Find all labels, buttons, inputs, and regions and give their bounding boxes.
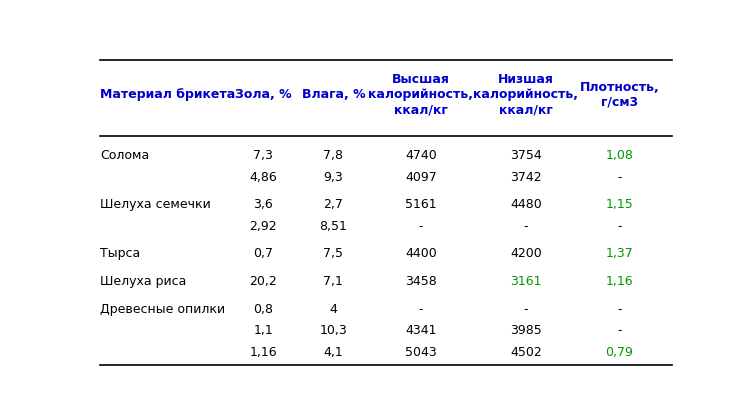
Text: Шелуха семечки: Шелуха семечки: [100, 198, 211, 211]
Text: Плотность,
г/см3: Плотность, г/см3: [580, 81, 659, 109]
Text: 20,2: 20,2: [249, 275, 277, 288]
Text: -: -: [524, 302, 528, 316]
Text: 1,15: 1,15: [605, 198, 633, 211]
Text: 10,3: 10,3: [319, 324, 347, 337]
Text: 1,37: 1,37: [605, 248, 633, 260]
Text: -: -: [524, 220, 528, 233]
Text: Низшая
калорийность,
ккал/кг: Низшая калорийность, ккал/кг: [474, 73, 578, 116]
Text: 4,1: 4,1: [324, 346, 343, 359]
Text: 3985: 3985: [510, 324, 542, 337]
Text: -: -: [419, 302, 423, 316]
Text: 3458: 3458: [405, 275, 437, 288]
Text: 5043: 5043: [405, 346, 437, 359]
Text: 3161: 3161: [511, 275, 541, 288]
Text: -: -: [419, 220, 423, 233]
Text: Высшая
калорийность,
ккал/кг: Высшая калорийность, ккал/кг: [368, 73, 474, 116]
Text: 4502: 4502: [510, 346, 542, 359]
Text: 0,79: 0,79: [605, 346, 633, 359]
Text: 8,51: 8,51: [319, 220, 347, 233]
Text: 2,7: 2,7: [324, 198, 343, 211]
Text: 3,6: 3,6: [254, 198, 273, 211]
Text: -: -: [617, 302, 621, 316]
Text: 7,3: 7,3: [254, 149, 273, 162]
Text: 4: 4: [330, 302, 337, 316]
Text: 1,1: 1,1: [254, 324, 273, 337]
Text: Зола, %: Зола, %: [235, 88, 291, 101]
Text: Материал брикета: Материал брикета: [100, 88, 235, 101]
Text: 4480: 4480: [510, 198, 542, 211]
Text: 2,92: 2,92: [249, 220, 277, 233]
Text: Древесные опилки: Древесные опилки: [100, 302, 225, 316]
Text: -: -: [617, 171, 621, 183]
Text: 4097: 4097: [405, 171, 437, 183]
Text: 4200: 4200: [510, 248, 542, 260]
Text: 1,16: 1,16: [605, 275, 633, 288]
Text: 4400: 4400: [405, 248, 437, 260]
Text: Солома: Солома: [100, 149, 149, 162]
Text: 1,16: 1,16: [249, 346, 277, 359]
Text: Шелуха риса: Шелуха риса: [100, 275, 186, 288]
Text: 5161: 5161: [405, 198, 437, 211]
Text: 4740: 4740: [405, 149, 437, 162]
Text: 0,8: 0,8: [253, 302, 273, 316]
Text: -: -: [617, 324, 621, 337]
Text: 3742: 3742: [511, 171, 541, 183]
Text: 7,8: 7,8: [323, 149, 343, 162]
Text: 9,3: 9,3: [324, 171, 343, 183]
Text: 0,7: 0,7: [253, 248, 273, 260]
Text: 7,1: 7,1: [324, 275, 343, 288]
Text: 1,08: 1,08: [605, 149, 633, 162]
Text: 7,5: 7,5: [323, 248, 343, 260]
Text: Влага, %: Влага, %: [302, 88, 365, 101]
Text: -: -: [617, 220, 621, 233]
Text: 4341: 4341: [405, 324, 437, 337]
Text: 4,86: 4,86: [249, 171, 277, 183]
Text: Тырса: Тырса: [100, 248, 140, 260]
Text: 3754: 3754: [510, 149, 542, 162]
